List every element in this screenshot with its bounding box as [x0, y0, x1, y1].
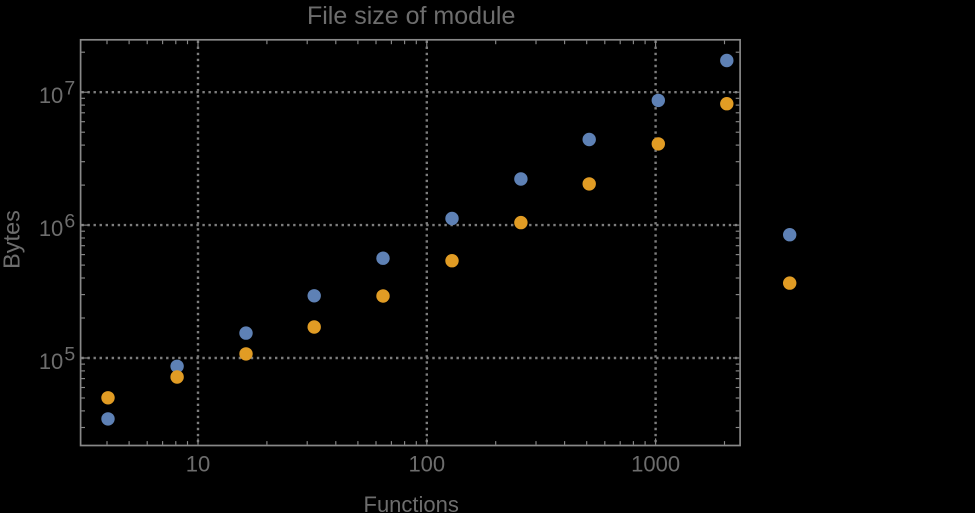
svg-text:File size of module: File size of module: [307, 2, 515, 30]
svg-text:6: 6: [64, 211, 75, 233]
svg-text:10: 10: [39, 349, 63, 374]
svg-text:Bytes: Bytes: [0, 210, 25, 269]
svg-text:10: 10: [186, 452, 210, 477]
svg-text:1000: 1000: [631, 452, 680, 477]
svg-text:100: 100: [408, 452, 445, 477]
svg-text:5: 5: [64, 343, 75, 365]
svg-text:10: 10: [39, 83, 63, 108]
svg-text:Functions: Functions: [364, 492, 459, 513]
svg-text:10: 10: [39, 216, 63, 241]
svg-text:7: 7: [64, 78, 75, 100]
